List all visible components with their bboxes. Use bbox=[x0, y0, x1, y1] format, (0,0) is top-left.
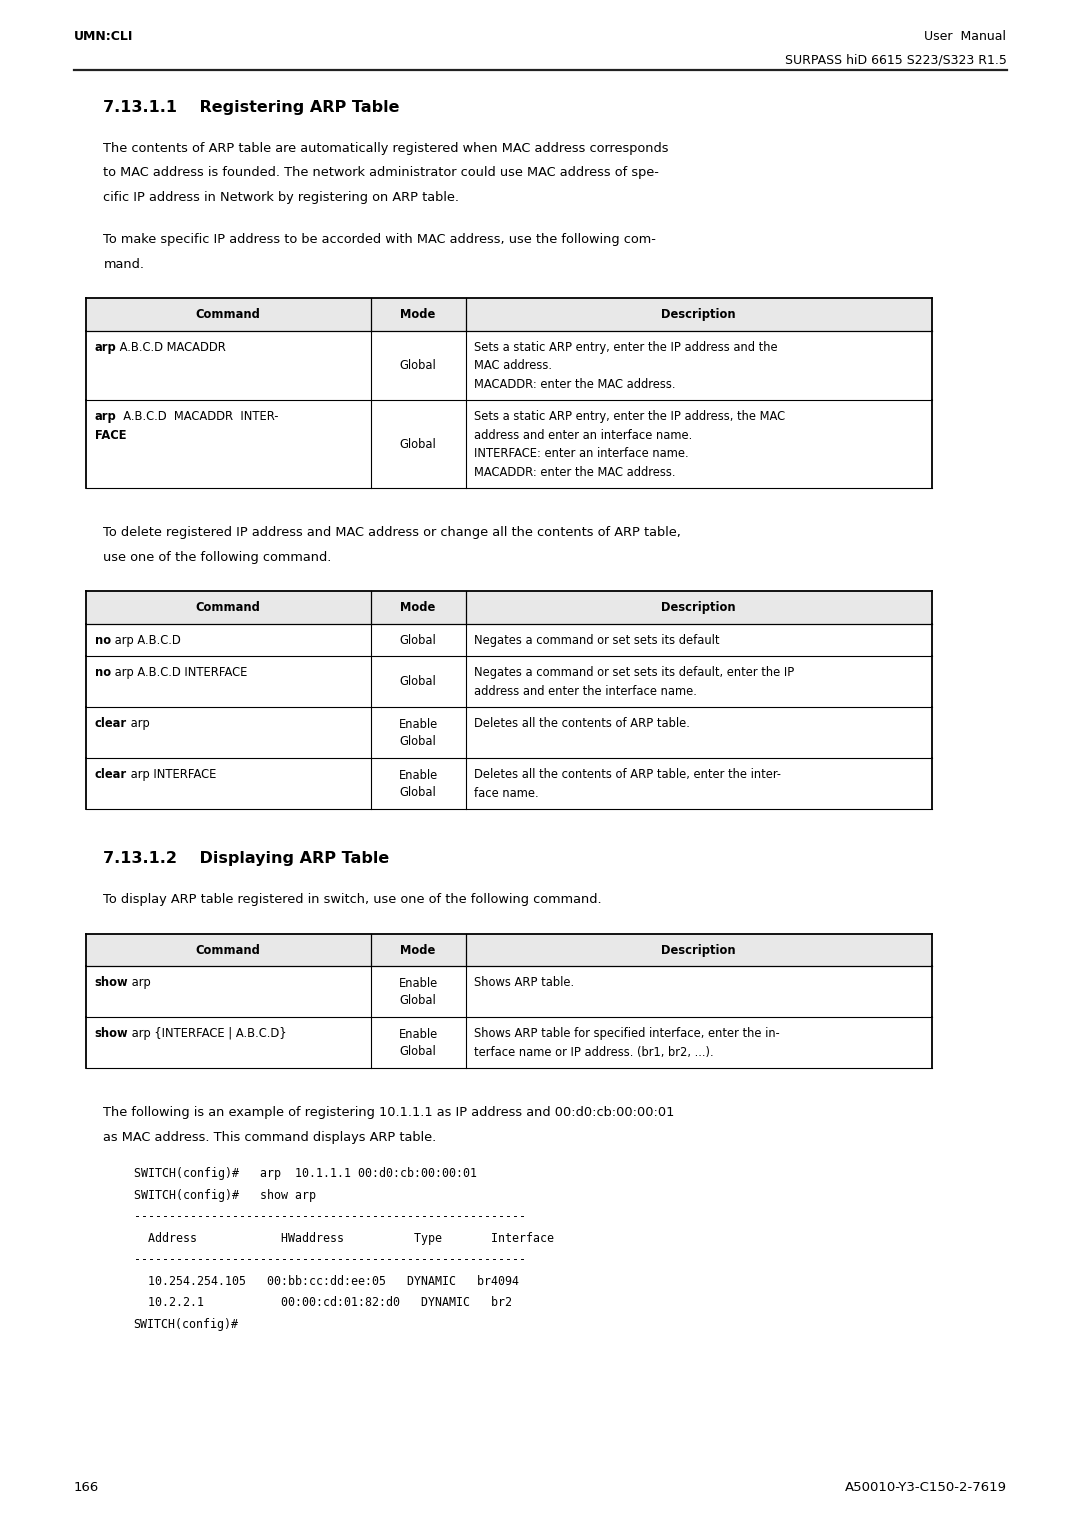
Text: cific IP address in Network by registering on ARP table.: cific IP address in Network by registeri… bbox=[104, 191, 459, 205]
Text: MAC address.: MAC address. bbox=[474, 359, 553, 373]
Bar bbox=[85, 591, 932, 625]
Text: as MAC address. This command displays ARP table.: as MAC address. This command displays AR… bbox=[104, 1132, 436, 1144]
Text: address and enter the interface name.: address and enter the interface name. bbox=[474, 684, 698, 698]
Text: SWITCH(config)#   arp  10.1.1.1 00:d0:cb:00:00:01: SWITCH(config)# arp 10.1.1.1 00:d0:cb:00… bbox=[134, 1168, 476, 1180]
Text: clear: clear bbox=[95, 718, 126, 730]
Text: Sets a static ARP entry, enter the IP address and the: Sets a static ARP entry, enter the IP ad… bbox=[474, 341, 778, 354]
Text: Address            HWaddress          Type       Interface: Address HWaddress Type Interface bbox=[134, 1232, 554, 1245]
Text: Negates a command or set sets its default, enter the IP: Negates a command or set sets its defaul… bbox=[474, 666, 795, 680]
Text: Global: Global bbox=[400, 634, 436, 647]
Text: terface name or IP address. (br1, br2, ...).: terface name or IP address. (br1, br2, .… bbox=[474, 1046, 714, 1058]
Text: Enable
Global: Enable Global bbox=[399, 718, 437, 748]
Text: --------------------------------------------------------: ----------------------------------------… bbox=[134, 1254, 526, 1266]
Text: A.B.C.D MACADDR: A.B.C.D MACADDR bbox=[117, 341, 226, 354]
Text: arp: arp bbox=[129, 976, 151, 989]
Text: Global: Global bbox=[400, 438, 436, 450]
Text: A.B.C.D  MACADDR  INTER-: A.B.C.D MACADDR INTER- bbox=[117, 411, 279, 423]
Text: show: show bbox=[95, 1028, 129, 1040]
Text: Sets a static ARP entry, enter the IP address, the MAC: Sets a static ARP entry, enter the IP ad… bbox=[474, 411, 785, 423]
Text: arp A.B.C.D INTERFACE: arp A.B.C.D INTERFACE bbox=[110, 666, 247, 680]
Text: arp A.B.C.D: arp A.B.C.D bbox=[110, 634, 180, 647]
Text: Mode: Mode bbox=[401, 602, 435, 614]
Text: 10.2.2.1           00:00:cd:01:82:d0   DYNAMIC   br2: 10.2.2.1 00:00:cd:01:82:d0 DYNAMIC br2 bbox=[134, 1296, 512, 1310]
Text: arp: arp bbox=[95, 341, 117, 354]
Text: To make specific IP address to be accorded with MAC address, use the following c: To make specific IP address to be accord… bbox=[104, 234, 657, 246]
Text: 7.13.1.2    Displaying ARP Table: 7.13.1.2 Displaying ARP Table bbox=[104, 852, 390, 866]
Text: User  Manual: User Manual bbox=[924, 31, 1007, 43]
Text: arp: arp bbox=[95, 411, 117, 423]
Text: SWITCH(config)#: SWITCH(config)# bbox=[134, 1318, 239, 1332]
Text: Deletes all the contents of ARP table.: Deletes all the contents of ARP table. bbox=[474, 718, 690, 730]
Text: address and enter an interface name.: address and enter an interface name. bbox=[474, 429, 692, 441]
Text: A50010-Y3-C150-2-7619: A50010-Y3-C150-2-7619 bbox=[845, 1481, 1007, 1493]
Text: To display ARP table registered in switch, use one of the following command.: To display ARP table registered in switc… bbox=[104, 893, 603, 907]
Text: arp INTERFACE: arp INTERFACE bbox=[126, 768, 216, 782]
Text: Command: Command bbox=[195, 308, 260, 321]
Text: The following is an example of registering 10.1.1.1 as IP address and 00:d0:cb:0: The following is an example of registeri… bbox=[104, 1107, 675, 1119]
Text: MACADDR: enter the MAC address.: MACADDR: enter the MAC address. bbox=[474, 466, 676, 479]
Text: Mode: Mode bbox=[401, 308, 435, 321]
Text: Command: Command bbox=[195, 602, 260, 614]
Text: clear: clear bbox=[95, 768, 126, 782]
Text: use one of the following command.: use one of the following command. bbox=[104, 551, 332, 563]
Text: Description: Description bbox=[661, 944, 735, 957]
Text: FACE: FACE bbox=[95, 429, 126, 441]
Text: Description: Description bbox=[661, 602, 735, 614]
Text: Deletes all the contents of ARP table, enter the inter-: Deletes all the contents of ARP table, e… bbox=[474, 768, 782, 782]
Text: 7.13.1.1    Registering ARP Table: 7.13.1.1 Registering ARP Table bbox=[104, 99, 400, 115]
Text: Shows ARP table for specified interface, enter the in-: Shows ARP table for specified interface,… bbox=[474, 1028, 780, 1040]
Text: SURPASS hiD 6615 S223/S323 R1.5: SURPASS hiD 6615 S223/S323 R1.5 bbox=[785, 53, 1007, 67]
Text: The contents of ARP table are automatically registered when MAC address correspo: The contents of ARP table are automatica… bbox=[104, 142, 669, 156]
Text: show: show bbox=[95, 976, 129, 989]
Text: Negates a command or set sets its default: Negates a command or set sets its defaul… bbox=[474, 634, 720, 647]
Text: To delete registered IP address and MAC address or change all the contents of AR: To delete registered IP address and MAC … bbox=[104, 527, 681, 539]
Text: Mode: Mode bbox=[401, 944, 435, 957]
Text: Command: Command bbox=[195, 944, 260, 957]
Text: --------------------------------------------------------: ----------------------------------------… bbox=[134, 1211, 526, 1223]
Text: INTERFACE: enter an interface name.: INTERFACE: enter an interface name. bbox=[474, 447, 689, 460]
Text: 166: 166 bbox=[73, 1481, 98, 1493]
Text: arp {INTERFACE | A.B.C.D}: arp {INTERFACE | A.B.C.D} bbox=[129, 1028, 287, 1040]
Text: SWITCH(config)#   show arp: SWITCH(config)# show arp bbox=[134, 1190, 315, 1202]
Text: no: no bbox=[95, 634, 110, 647]
Text: Enable
Global: Enable Global bbox=[399, 977, 437, 1006]
Bar bbox=[85, 298, 932, 331]
Text: to MAC address is founded. The network administrator could use MAC address of sp: to MAC address is founded. The network a… bbox=[104, 166, 660, 180]
Text: arp: arp bbox=[126, 718, 149, 730]
Text: Global: Global bbox=[400, 675, 436, 689]
Bar bbox=[85, 935, 932, 967]
Text: Shows ARP table.: Shows ARP table. bbox=[474, 976, 575, 989]
Text: MACADDR: enter the MAC address.: MACADDR: enter the MAC address. bbox=[474, 377, 676, 391]
Text: face name.: face name. bbox=[474, 786, 539, 800]
Text: UMN:CLI: UMN:CLI bbox=[73, 31, 133, 43]
Text: Global: Global bbox=[400, 359, 436, 373]
Text: Enable
Global: Enable Global bbox=[399, 1028, 437, 1058]
Text: no: no bbox=[95, 666, 110, 680]
Text: mand.: mand. bbox=[104, 258, 145, 270]
Text: Description: Description bbox=[661, 308, 735, 321]
Text: Enable
Global: Enable Global bbox=[399, 770, 437, 799]
Text: 10.254.254.105   00:bb:cc:dd:ee:05   DYNAMIC   br4094: 10.254.254.105 00:bb:cc:dd:ee:05 DYNAMIC… bbox=[134, 1275, 518, 1287]
